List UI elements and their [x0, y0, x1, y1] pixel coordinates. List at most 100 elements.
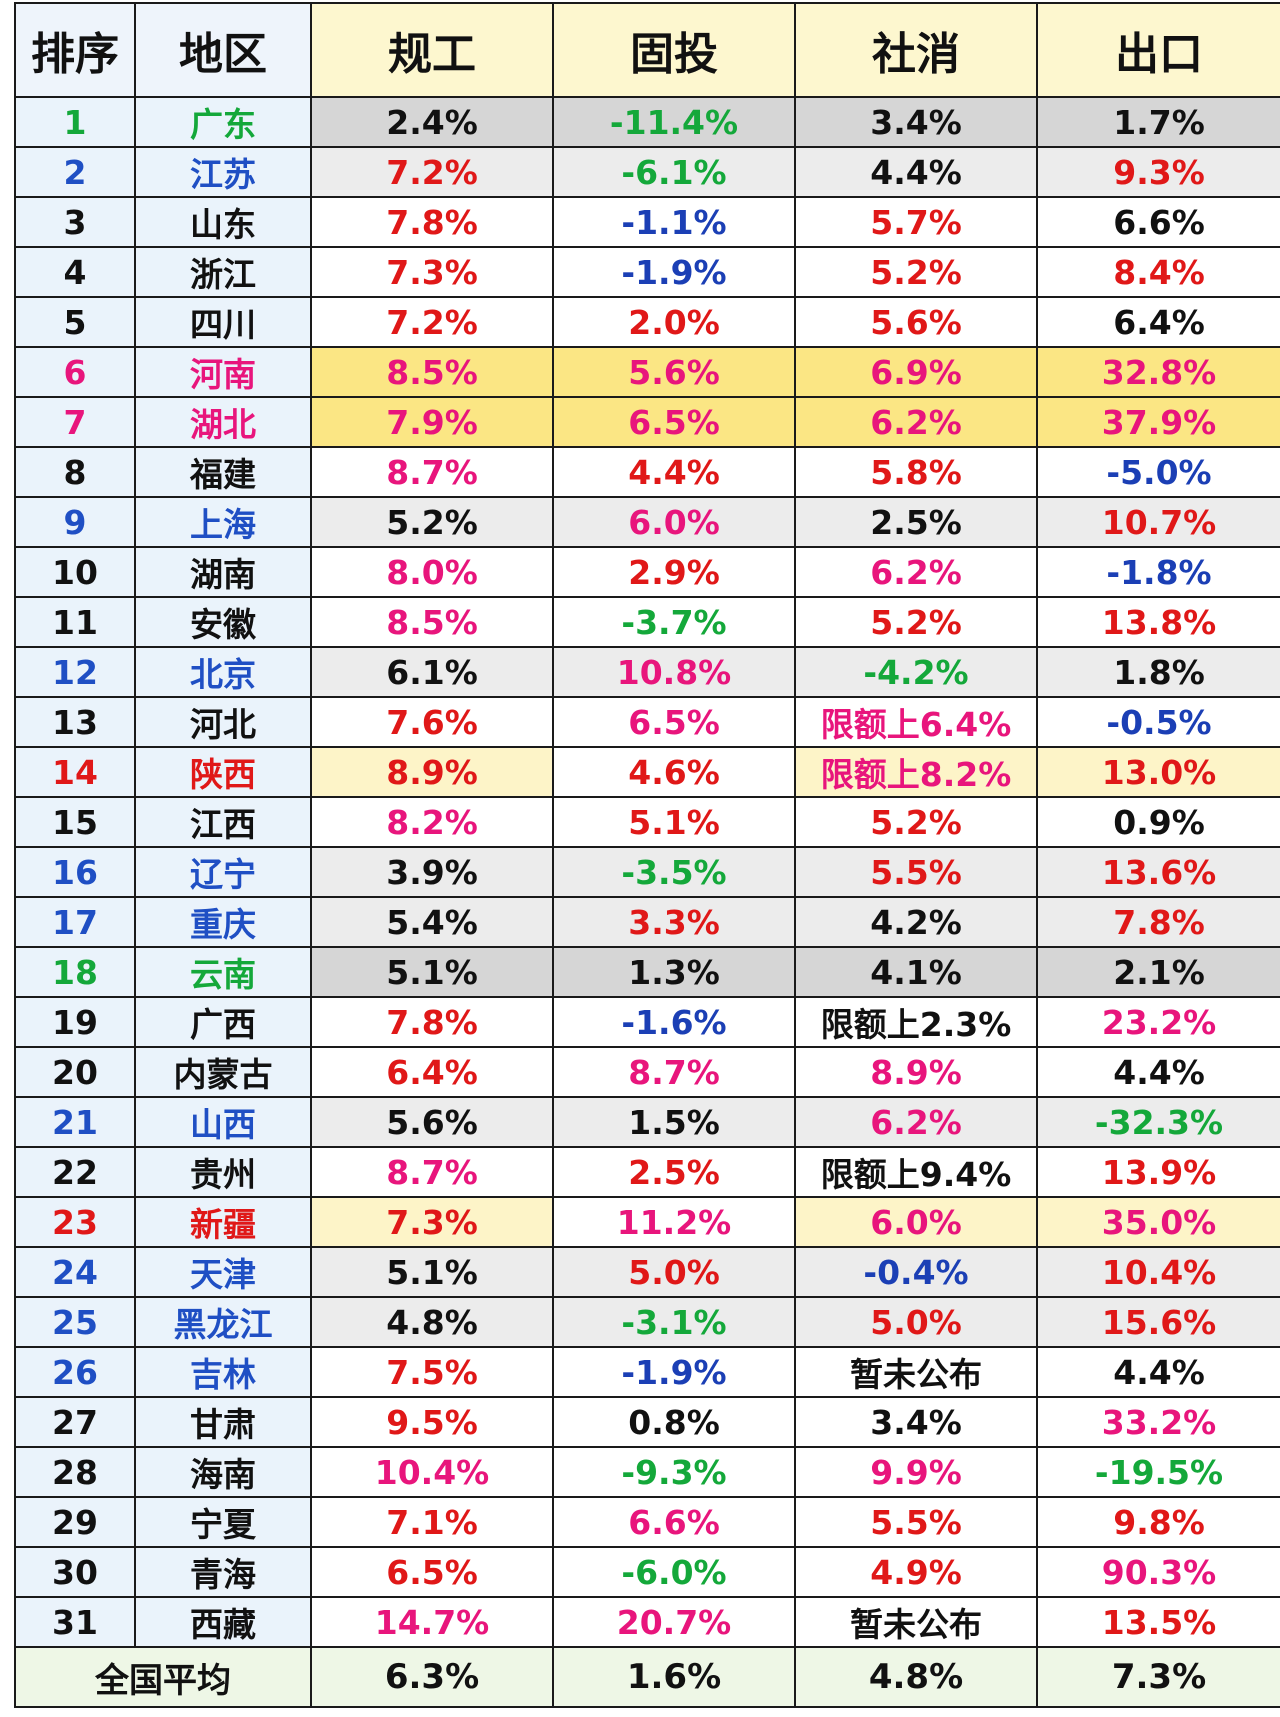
header-row: 排序 地区 规工 固投 社消 出口	[14, 2, 1280, 98]
industrial-cell: 5.1%	[310, 946, 554, 998]
industrial-cell: 7.3%	[310, 1196, 554, 1248]
average-retail: 4.8%	[794, 1646, 1038, 1708]
rank-cell: 18	[14, 946, 136, 998]
investment-cell: 6.6%	[552, 1496, 796, 1548]
region-cell: 广西	[134, 996, 312, 1048]
table-row: 4 浙江 7.3% -1.9% 5.2% 8.4%	[14, 246, 1280, 298]
rank-cell: 4	[14, 246, 136, 298]
export-cell: 6.4%	[1036, 296, 1280, 348]
retail-cell: 8.9%	[794, 1046, 1038, 1098]
table-row: 11 安徽 8.5% -3.7% 5.2% 13.8%	[14, 596, 1280, 648]
export-cell: -0.5%	[1036, 696, 1280, 748]
industrial-cell: 7.6%	[310, 696, 554, 748]
export-cell: 10.7%	[1036, 496, 1280, 548]
region-cell: 黑龙江	[134, 1296, 312, 1348]
investment-cell: 0.8%	[552, 1396, 796, 1448]
export-cell: 6.6%	[1036, 196, 1280, 248]
region-cell: 山西	[134, 1096, 312, 1148]
retail-cell: 2.5%	[794, 496, 1038, 548]
retail-cell: 限额上6.4%	[794, 696, 1038, 748]
industrial-cell: 9.5%	[310, 1396, 554, 1448]
export-cell: 15.6%	[1036, 1296, 1280, 1348]
header-investment: 固投	[552, 2, 796, 98]
table-row: 23 新疆 7.3% 11.2% 6.0% 35.0%	[14, 1196, 1280, 1248]
retail-cell: 限额上2.3%	[794, 996, 1038, 1048]
investment-cell: 1.5%	[552, 1096, 796, 1148]
export-cell: 23.2%	[1036, 996, 1280, 1048]
region-cell: 新疆	[134, 1196, 312, 1248]
table-row: 20 内蒙古 6.4% 8.7% 8.9% 4.4%	[14, 1046, 1280, 1098]
header-region: 地区	[134, 2, 312, 98]
industrial-cell: 8.7%	[310, 1146, 554, 1198]
table-row: 31 西藏 14.7% 20.7% 暂未公布 13.5%	[14, 1596, 1280, 1648]
rank-cell: 8	[14, 446, 136, 498]
industrial-cell: 8.7%	[310, 446, 554, 498]
table-row: 13 河北 7.6% 6.5% 限额上6.4% -0.5%	[14, 696, 1280, 748]
industrial-cell: 4.8%	[310, 1296, 554, 1348]
industrial-cell: 14.7%	[310, 1596, 554, 1648]
region-cell: 陕西	[134, 746, 312, 798]
table-row: 25 黑龙江 4.8% -3.1% 5.0% 15.6%	[14, 1296, 1280, 1348]
rank-cell: 22	[14, 1146, 136, 1198]
industrial-cell: 7.8%	[310, 196, 554, 248]
export-cell: 37.9%	[1036, 396, 1280, 448]
table-row: 22 贵州 8.7% 2.5% 限额上9.4% 13.9%	[14, 1146, 1280, 1198]
industrial-cell: 5.6%	[310, 1096, 554, 1148]
industrial-cell: 8.5%	[310, 346, 554, 398]
investment-cell: 10.8%	[552, 646, 796, 698]
table-row: 1 广东 2.4% -11.4% 3.4% 1.7%	[14, 96, 1280, 148]
rank-cell: 15	[14, 796, 136, 848]
retail-cell: 5.0%	[794, 1296, 1038, 1348]
investment-cell: -3.5%	[552, 846, 796, 898]
rank-cell: 6	[14, 346, 136, 398]
industrial-cell: 7.2%	[310, 296, 554, 348]
table-row: 24 天津 5.1% 5.0% -0.4% 10.4%	[14, 1246, 1280, 1298]
export-cell: 7.8%	[1036, 896, 1280, 948]
region-cell: 贵州	[134, 1146, 312, 1198]
investment-cell: -1.9%	[552, 1346, 796, 1398]
table-row: 6 河南 8.5% 5.6% 6.9% 32.8%	[14, 346, 1280, 398]
region-cell: 河北	[134, 696, 312, 748]
export-cell: 90.3%	[1036, 1546, 1280, 1598]
table-row: 28 海南 10.4% -9.3% 9.9% -19.5%	[14, 1446, 1280, 1498]
retail-cell: 5.5%	[794, 1496, 1038, 1548]
export-cell: 13.9%	[1036, 1146, 1280, 1198]
table-row: 15 江西 8.2% 5.1% 5.2% 0.9%	[14, 796, 1280, 848]
average-investment: 1.6%	[552, 1646, 796, 1708]
industrial-cell: 8.2%	[310, 796, 554, 848]
investment-cell: -1.9%	[552, 246, 796, 298]
export-cell: -19.5%	[1036, 1446, 1280, 1498]
retail-cell: 6.2%	[794, 1096, 1038, 1148]
investment-cell: 11.2%	[552, 1196, 796, 1248]
industrial-cell: 10.4%	[310, 1446, 554, 1498]
export-cell: 13.0%	[1036, 746, 1280, 798]
industrial-cell: 8.0%	[310, 546, 554, 598]
rank-cell: 27	[14, 1396, 136, 1448]
retail-cell: -4.2%	[794, 646, 1038, 698]
industrial-cell: 7.5%	[310, 1346, 554, 1398]
export-cell: 13.8%	[1036, 596, 1280, 648]
investment-cell: 6.5%	[552, 396, 796, 448]
retail-cell: 3.4%	[794, 1396, 1038, 1448]
retail-cell: 4.2%	[794, 896, 1038, 948]
table-row: 10 湖南 8.0% 2.9% 6.2% -1.8%	[14, 546, 1280, 598]
rank-cell: 29	[14, 1496, 136, 1548]
region-cell: 江西	[134, 796, 312, 848]
rank-cell: 11	[14, 596, 136, 648]
region-cell: 青海	[134, 1546, 312, 1598]
table-row: 2 江苏 7.2% -6.1% 4.4% 9.3%	[14, 146, 1280, 198]
region-cell: 甘肃	[134, 1396, 312, 1448]
investment-cell: 5.1%	[552, 796, 796, 848]
investment-cell: -3.7%	[552, 596, 796, 648]
table-row: 7 湖北 7.9% 6.5% 6.2% 37.9%	[14, 396, 1280, 448]
region-cell: 安徽	[134, 596, 312, 648]
retail-cell: 4.9%	[794, 1546, 1038, 1598]
investment-cell: 2.0%	[552, 296, 796, 348]
table-row: 5 四川 7.2% 2.0% 5.6% 6.4%	[14, 296, 1280, 348]
export-cell: 35.0%	[1036, 1196, 1280, 1248]
region-cell: 西藏	[134, 1596, 312, 1648]
rank-cell: 12	[14, 646, 136, 698]
investment-cell: 6.5%	[552, 696, 796, 748]
table-row: 26 吉林 7.5% -1.9% 暂未公布 4.4%	[14, 1346, 1280, 1398]
table-row: 14 陕西 8.9% 4.6% 限额上8.2% 13.0%	[14, 746, 1280, 798]
